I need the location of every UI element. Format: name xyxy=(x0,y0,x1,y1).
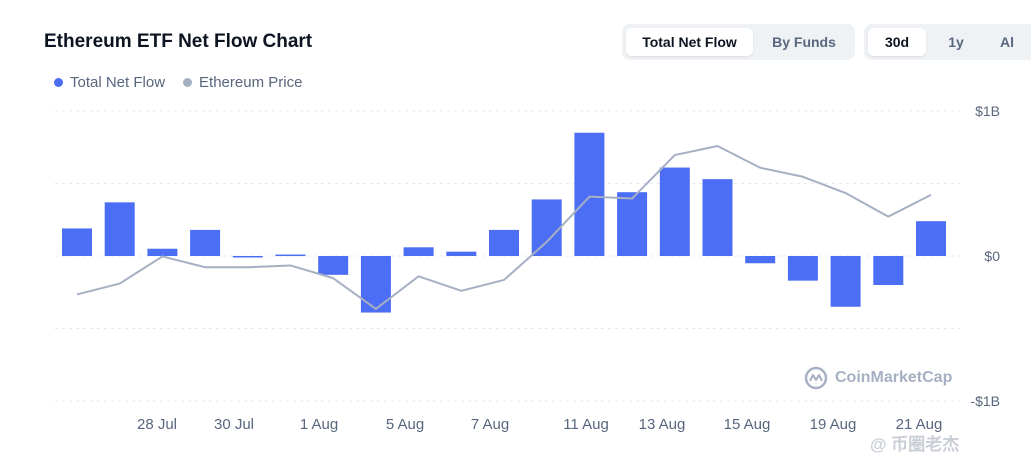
range-toggle: 30d 1y Al xyxy=(864,24,1031,60)
flow-bar xyxy=(659,167,690,256)
watermark-brand: CoinMarketCap xyxy=(835,369,953,386)
y-tick-label: $0 xyxy=(984,248,1000,264)
x-tick-label: 11 Aug xyxy=(563,416,609,433)
flow-bar xyxy=(275,254,306,257)
flow-bar xyxy=(446,251,477,256)
legend-item-price[interactable]: Ethereum Price xyxy=(183,74,302,91)
x-tick-label: 1 Aug xyxy=(300,416,338,433)
secondary-watermark: @ 币圈老杰 xyxy=(870,435,960,454)
flow-bar xyxy=(617,192,648,256)
flow-bar xyxy=(62,228,92,256)
coinmarketcap-logo-icon xyxy=(804,366,828,390)
x-tick-label: 19 Aug xyxy=(810,416,857,433)
tab-by-funds[interactable]: By Funds xyxy=(772,34,836,50)
price-dot-icon xyxy=(183,78,193,87)
x-tick-label: 30 Jul xyxy=(214,416,254,433)
tab-30d[interactable]: 30d xyxy=(868,28,926,56)
flow-bar xyxy=(318,256,349,275)
x-tick-label: 15 Aug xyxy=(724,416,771,433)
flow-bar xyxy=(916,221,946,256)
flow-bar xyxy=(830,256,861,307)
x-tick-label: 21 Aug xyxy=(896,416,943,433)
chart-legend: Total Net Flow Ethereum Price xyxy=(54,74,302,91)
y-tick-label: $1B xyxy=(975,103,1000,119)
tab-all[interactable]: Al xyxy=(1000,34,1014,50)
flow-bar xyxy=(873,256,904,285)
x-tick-label: 5 Aug xyxy=(386,416,424,433)
flow-bar xyxy=(360,256,391,313)
flow-bar xyxy=(489,229,519,256)
flow-bar xyxy=(745,256,776,264)
legend-label-flow: Total Net Flow xyxy=(70,74,166,91)
flow-bar xyxy=(403,247,434,256)
flow-bar xyxy=(531,199,562,256)
flow-dot-icon xyxy=(54,78,63,87)
chart-title: Ethereum ETF Net Flow Chart xyxy=(44,31,313,52)
flow-bar xyxy=(232,256,263,258)
flow-bar xyxy=(104,202,135,256)
tab-1y[interactable]: 1y xyxy=(948,34,964,50)
legend-label-price: Ethereum Price xyxy=(199,74,303,91)
coinmarketcap-watermark: CoinMarketCap xyxy=(804,366,952,390)
price-line xyxy=(76,145,932,310)
flow-bar xyxy=(147,248,178,256)
x-tick-label: 28 Jul xyxy=(137,416,177,433)
flow-bar xyxy=(574,132,605,256)
x-tick-label: 13 Aug xyxy=(639,416,686,433)
flow-bar xyxy=(787,256,818,281)
flow-bar xyxy=(702,179,733,256)
view-toggle: Total Net Flow By Funds xyxy=(622,24,855,60)
y-tick-label: -$1B xyxy=(970,393,1000,409)
flow-bar xyxy=(190,229,221,256)
legend-item-flow[interactable]: Total Net Flow xyxy=(54,74,165,91)
tab-total-net-flow[interactable]: Total Net Flow xyxy=(626,28,753,56)
x-tick-label: 7 Aug xyxy=(471,416,509,433)
